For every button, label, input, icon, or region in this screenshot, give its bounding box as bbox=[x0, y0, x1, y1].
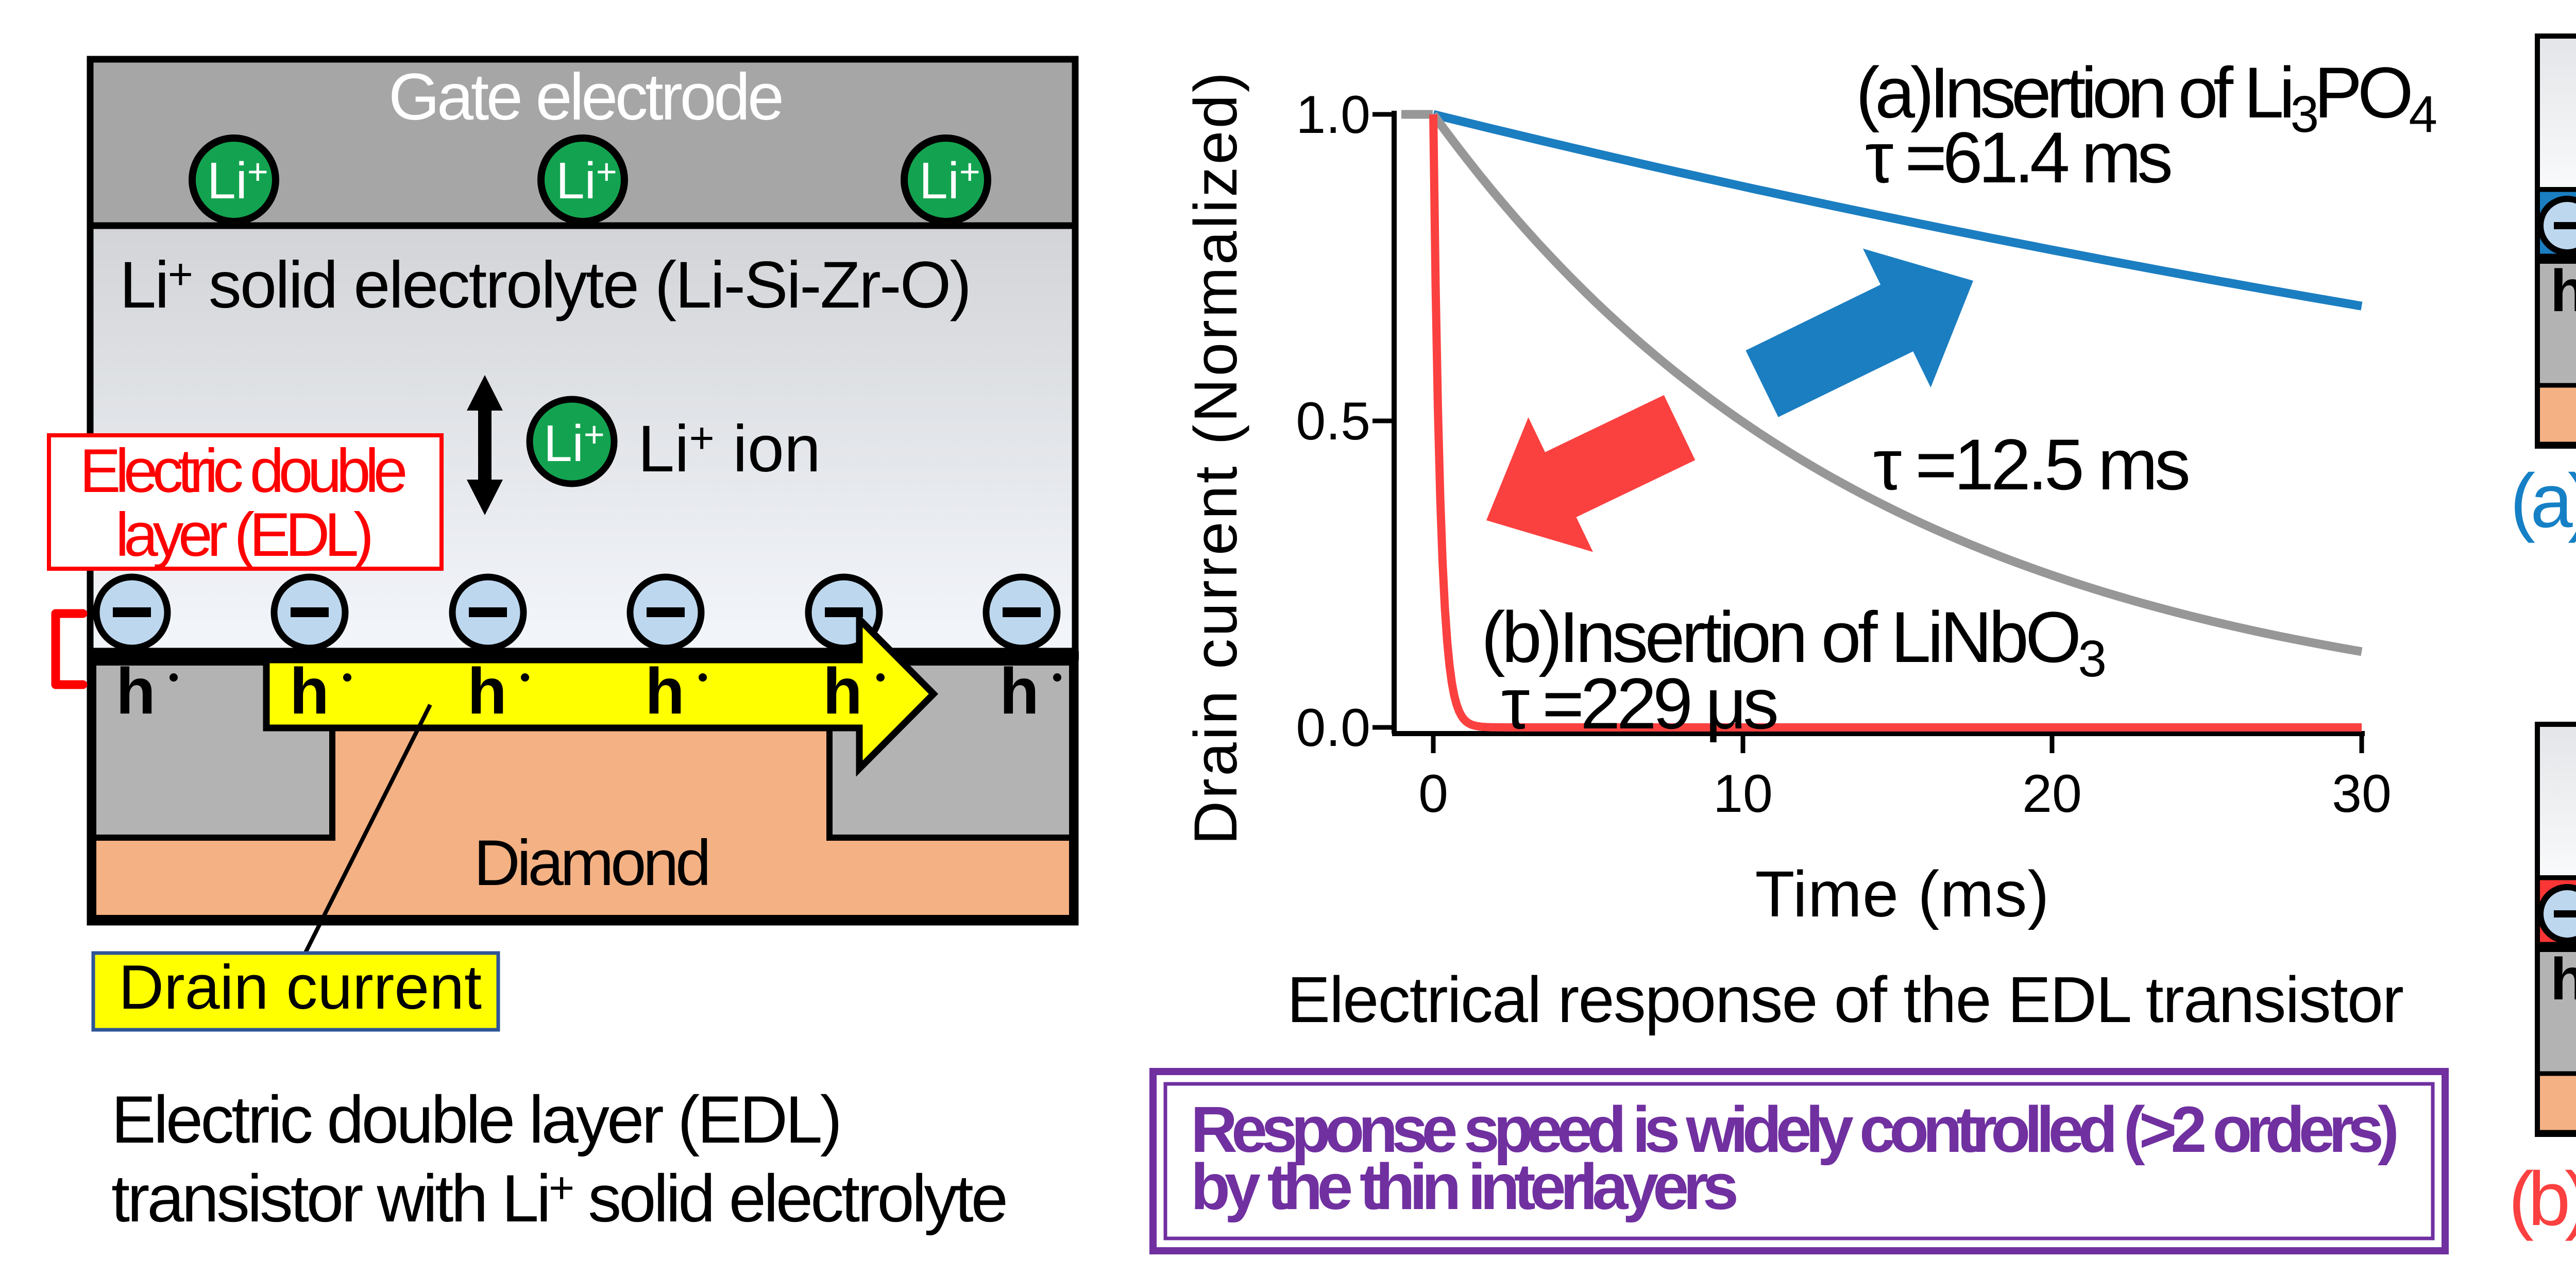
svg-text:Drain current: Drain current bbox=[118, 952, 482, 1022]
svg-text:0.5: 0.5 bbox=[1296, 392, 1370, 451]
svg-text:(a)Insertion of Li3PO4: (a)Insertion of Li3PO4 bbox=[1856, 52, 2437, 143]
svg-text:transistor with Li+ solid elec: transistor with Li+ solid electrolyte bbox=[111, 1161, 1008, 1236]
svg-text:(b)Insertion of LiNbO3 (5nm): (b)Insertion of LiNbO3 (5nm) bbox=[2509, 1157, 2576, 1252]
svg-text:h: h bbox=[116, 655, 156, 727]
svg-text:τ =229 μs: τ =229 μs bbox=[1501, 663, 1779, 744]
svg-text:h: h bbox=[290, 655, 329, 727]
svg-text:h: h bbox=[2550, 258, 2576, 324]
svg-text:Li+ ion: Li+ ion bbox=[638, 412, 821, 486]
svg-text:h: h bbox=[645, 655, 685, 727]
svg-text:Time (ms): Time (ms) bbox=[1755, 858, 2049, 930]
svg-text:h: h bbox=[2550, 946, 2576, 1012]
svg-text:τ =61.4 ms: τ =61.4 ms bbox=[1865, 117, 2173, 198]
svg-text:0: 0 bbox=[1418, 764, 1448, 824]
svg-text:Electric double layer (EDL): Electric double layer (EDL) bbox=[111, 1082, 842, 1157]
svg-text:Diamond: Diamond bbox=[474, 827, 711, 899]
svg-text:h: h bbox=[467, 655, 507, 727]
svg-text:Drain current (Normalized): Drain current (Normalized) bbox=[1182, 72, 1250, 845]
svg-text:Electrical response of the EDL: Electrical response of the EDL transisto… bbox=[1287, 963, 2404, 1036]
svg-text:h: h bbox=[823, 655, 862, 727]
svg-text:10: 10 bbox=[1713, 764, 1773, 824]
svg-text:by the thin interlayers: by the thin interlayers bbox=[1191, 1150, 1739, 1223]
svg-text:τ =12.5 ms: τ =12.5 ms bbox=[1873, 424, 2191, 505]
svg-text:Electric double: Electric double bbox=[80, 436, 408, 505]
svg-text:Li+ solid electrolyte (Li-Si-Z: Li+ solid electrolyte (Li-Si-Zr-O) bbox=[120, 248, 972, 322]
svg-text:Li+: Li+ bbox=[919, 151, 980, 210]
svg-text:30: 30 bbox=[2332, 764, 2392, 824]
svg-text:20: 20 bbox=[2022, 764, 2082, 824]
svg-text:Gate electrode: Gate electrode bbox=[388, 60, 784, 134]
svg-text:Response speed is widely contr: Response speed is widely controlled (>2 … bbox=[1191, 1093, 2399, 1166]
svg-text:0.0: 0.0 bbox=[1296, 698, 1370, 758]
svg-text:(a)Insertion of Li3PO4 (5nm): (a)Insertion of Li3PO4 (5nm) bbox=[2510, 458, 2576, 554]
svg-text:1.0: 1.0 bbox=[1296, 85, 1370, 145]
svg-text:h: h bbox=[999, 655, 1039, 727]
svg-text:(b)Insertion of LiNbO3: (b)Insertion of LiNbO3 bbox=[1481, 597, 2107, 688]
svg-text:layer (EDL): layer (EDL) bbox=[115, 500, 374, 569]
